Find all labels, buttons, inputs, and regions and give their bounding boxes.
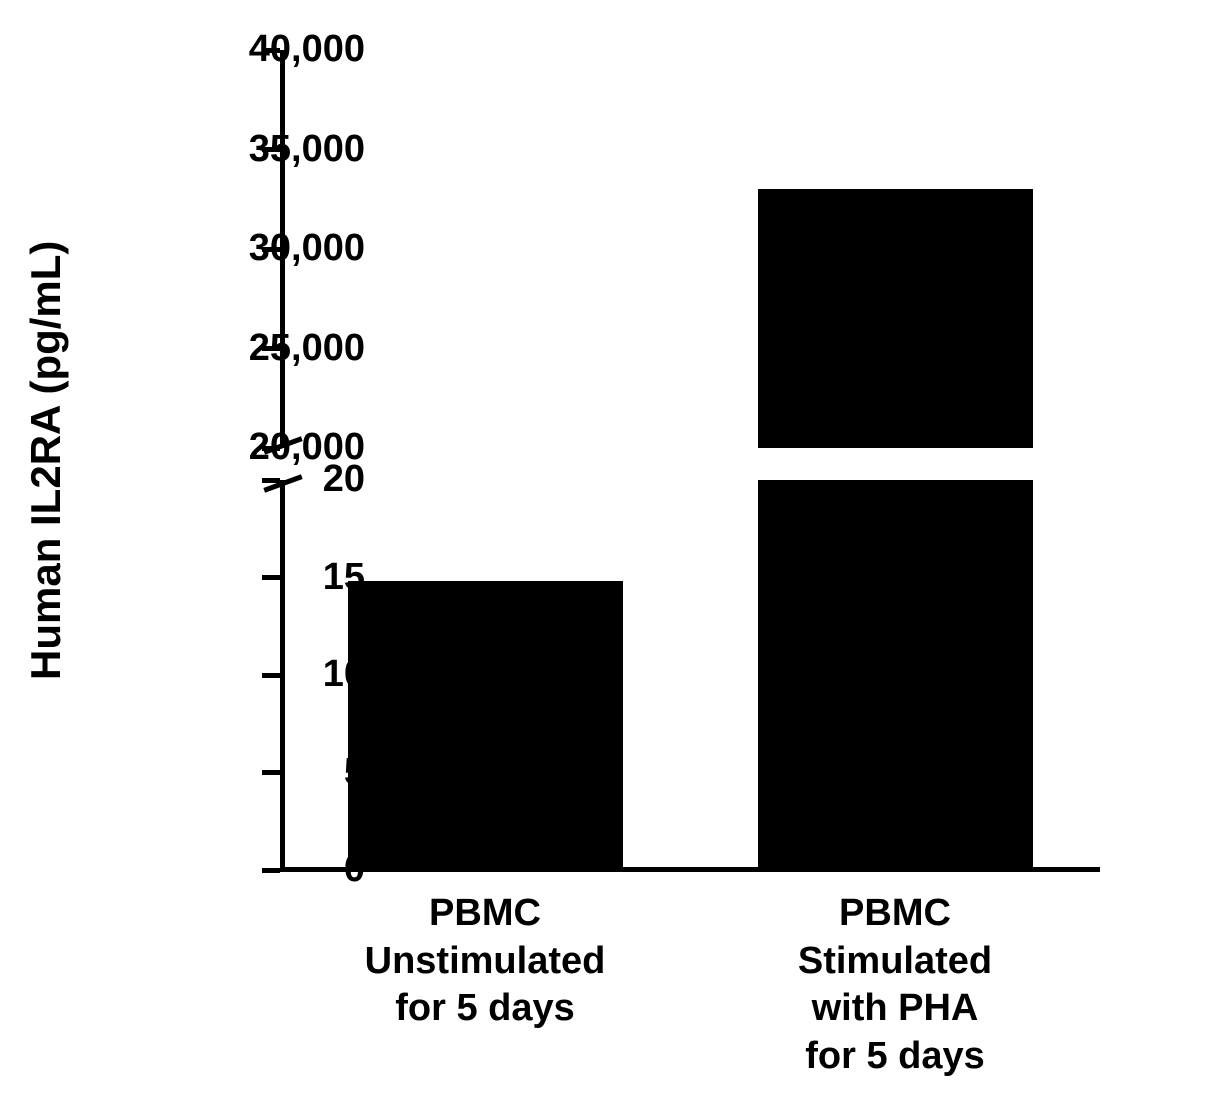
x-category-label: PBMCStimulatedwith PHAfor 5 days bbox=[745, 890, 1045, 1080]
x-category-label-line: for 5 days bbox=[745, 1033, 1045, 1081]
x-category-label: PBMCUnstimulatedfor 5 days bbox=[335, 890, 635, 1033]
y-axis-label: Human IL2RA (pg/mL) bbox=[22, 241, 70, 680]
y-tick-label: 30,000 bbox=[113, 227, 365, 270]
x-category-label-line: PBMC bbox=[335, 890, 635, 938]
y-tick-label: 10 bbox=[113, 653, 365, 696]
x-category-label-line: PBMC bbox=[745, 890, 1045, 938]
y-tick-label: 0 bbox=[113, 848, 365, 891]
x-category-label-line: Unstimulated bbox=[335, 938, 635, 986]
y-tick-label: 5 bbox=[113, 751, 365, 794]
bar-lower-segment bbox=[758, 480, 1033, 870]
chart-container: Human IL2RA (pg/mL) PBMCUnstimulatedfor … bbox=[0, 0, 1205, 1105]
y-tick-label: 35,000 bbox=[113, 128, 365, 171]
bar-upper-segment bbox=[758, 189, 1033, 448]
y-tick-label: 15 bbox=[113, 556, 365, 599]
y-tick-label: 40,000 bbox=[113, 28, 365, 71]
y-tick-label: 20 bbox=[113, 458, 365, 501]
x-category-label-line: Stimulated bbox=[745, 938, 1045, 986]
plot-area: PBMCUnstimulatedfor 5 daysPBMCStimulated… bbox=[280, 50, 1100, 870]
y-tick-label: 25,000 bbox=[113, 327, 365, 370]
x-category-label-line: for 5 days bbox=[335, 985, 635, 1033]
x-category-label-line: with PHA bbox=[745, 985, 1045, 1033]
bar bbox=[348, 581, 623, 870]
